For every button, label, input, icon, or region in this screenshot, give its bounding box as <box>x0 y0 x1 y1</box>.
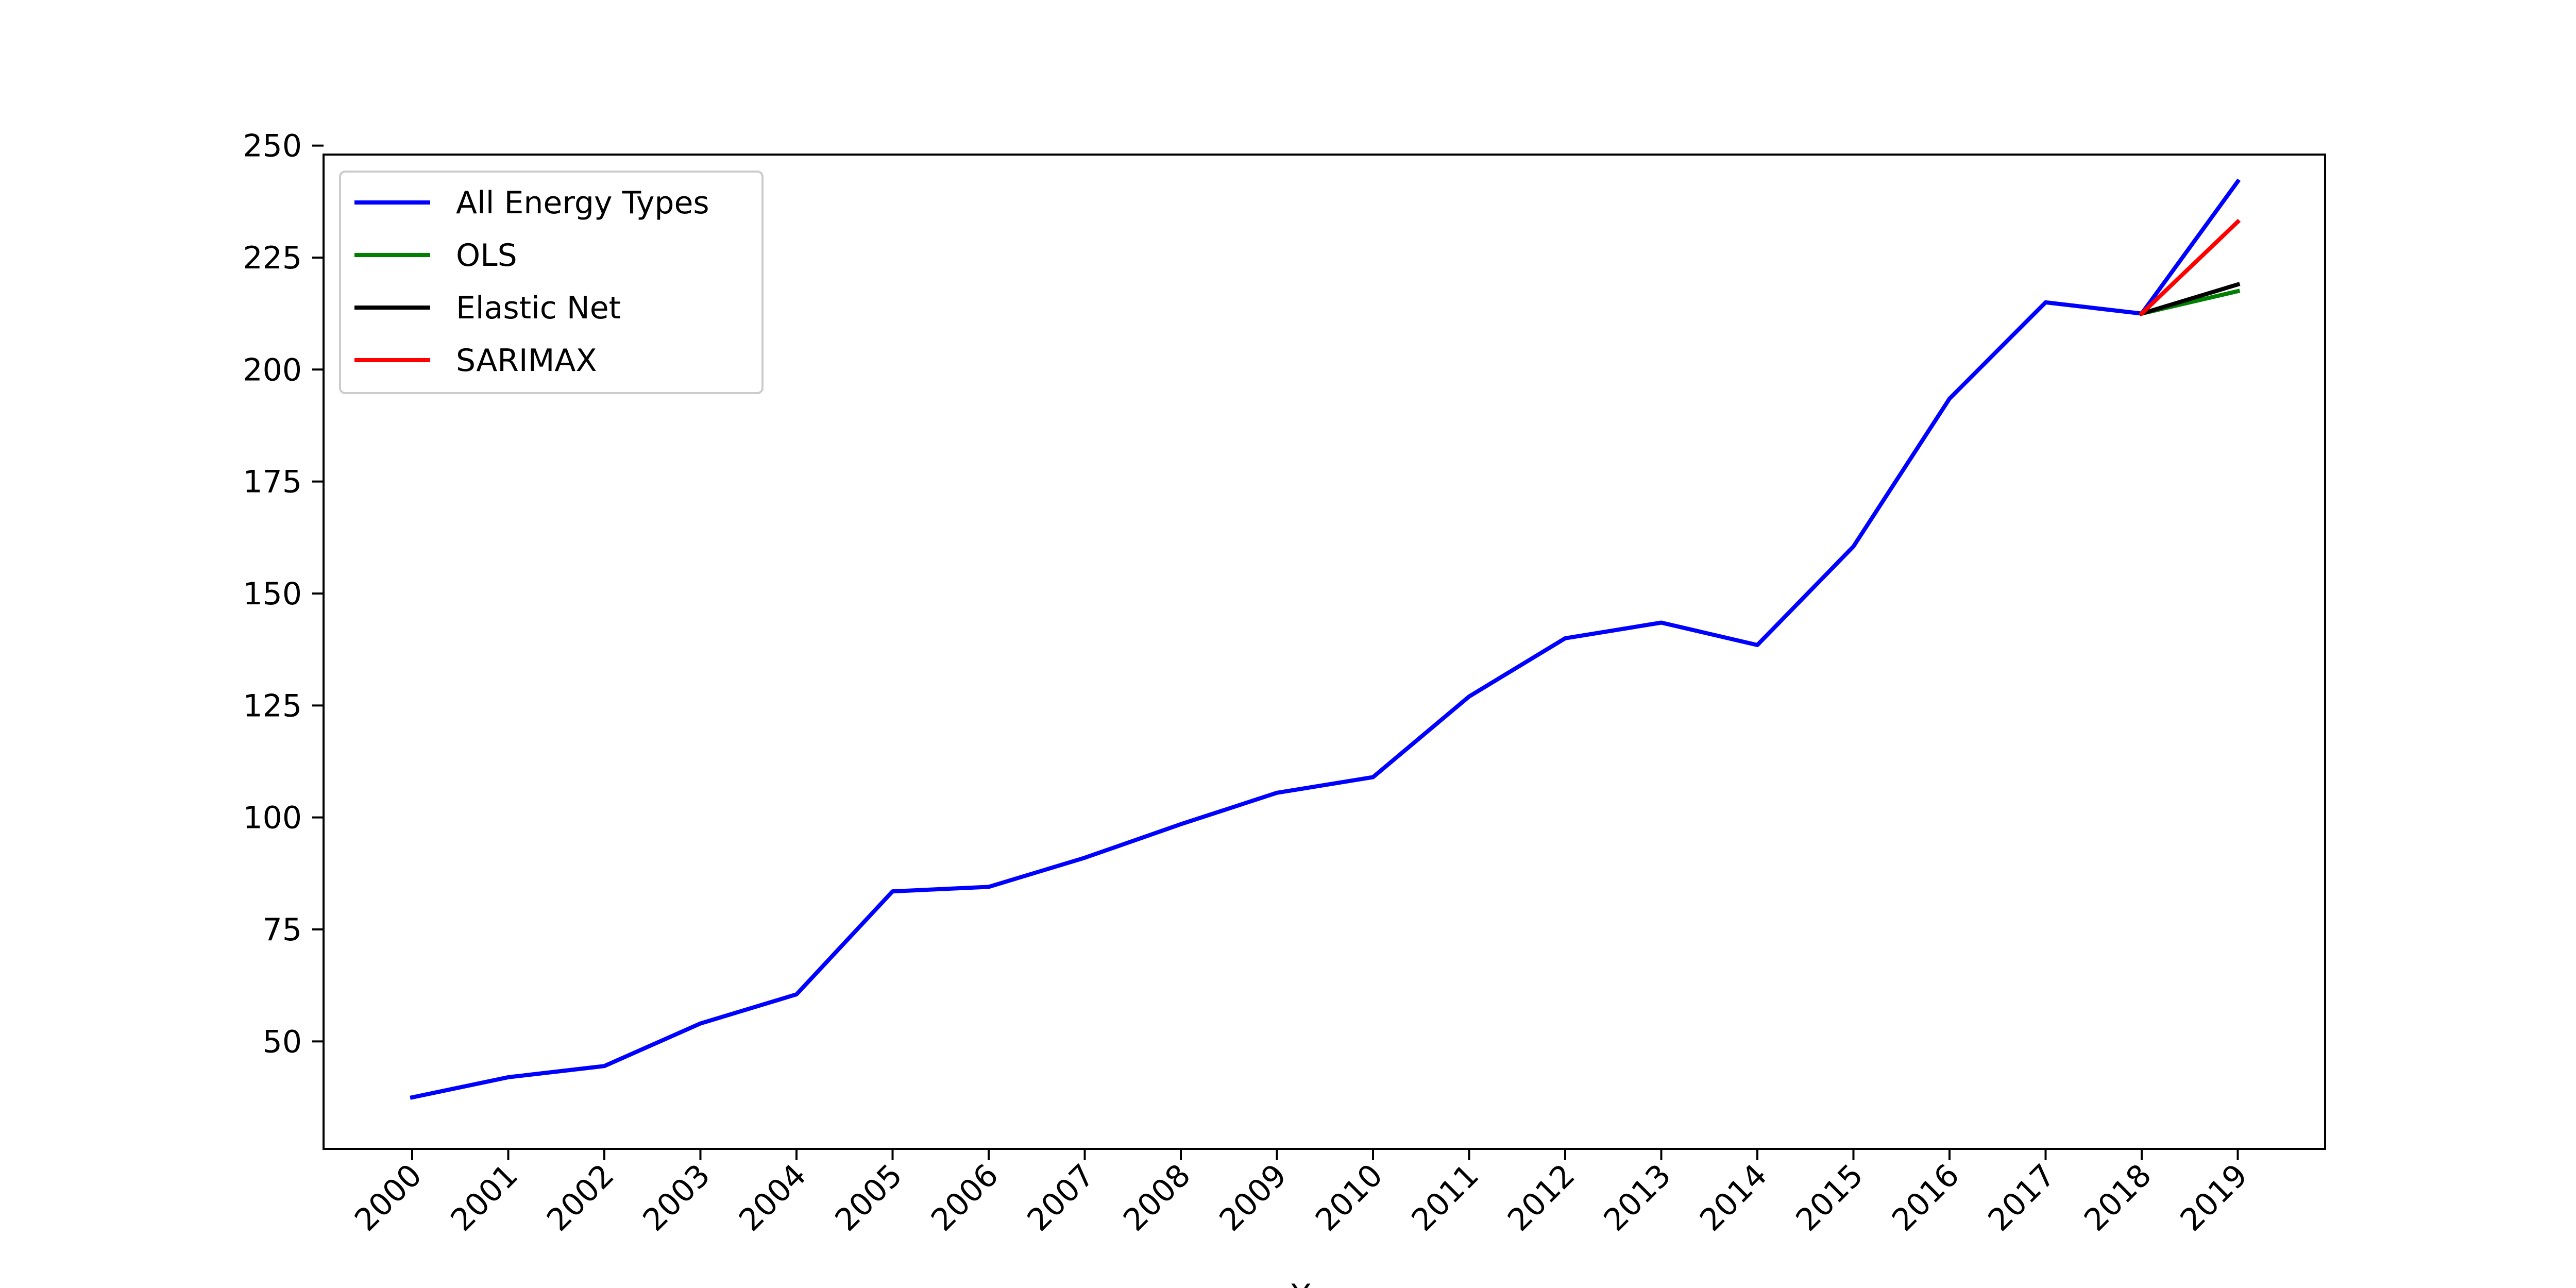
y-tick-label: 225 <box>243 240 302 276</box>
y-tick-label: 150 <box>243 576 302 612</box>
x-tick-label: 2003 <box>636 1157 717 1238</box>
x-tick-label: 2017 <box>1981 1157 2062 1238</box>
x-tick-label: 2002 <box>540 1157 621 1238</box>
legend-label: SARIMAX <box>456 343 597 379</box>
x-tick-label: 2001 <box>444 1157 525 1238</box>
x-tick-label: 2018 <box>2077 1157 2158 1238</box>
y-tick-label: 50 <box>263 1024 302 1060</box>
x-tick-label: 2019 <box>2174 1157 2255 1238</box>
legend-label: OLS <box>456 238 517 274</box>
x-tick-label: 2006 <box>924 1157 1005 1238</box>
y-tick-label: 100 <box>243 800 302 836</box>
x-tick-label: 2005 <box>828 1157 909 1238</box>
legend-box <box>339 171 764 394</box>
legend: All Energy Types OLS Elastic Net SARIMAX <box>339 171 764 394</box>
x-tick-label: 2012 <box>1501 1157 1582 1238</box>
x-tick-label: 2013 <box>1597 1157 1678 1238</box>
legend-label: All Energy Types <box>456 185 709 221</box>
series-line-elastic-net <box>2139 282 2241 316</box>
y-tick-label: 175 <box>243 464 302 500</box>
x-tick-label: 2009 <box>1213 1157 1294 1238</box>
series-line-sarimax <box>2139 218 2241 317</box>
y-axis: 50 75 100 125 150 175 200 225 250 <box>243 128 324 1060</box>
x-axis: 2000 2001 2002 2003 2004 2005 2006 2007 2008 2009… <box>348 1149 2255 1239</box>
series-layer <box>410 178 2241 1100</box>
x-tick-label: 2015 <box>1789 1157 1870 1238</box>
x-tick-label: 2011 <box>1405 1157 1486 1238</box>
x-tick-label: 2016 <box>1885 1157 1966 1238</box>
x-tick-label: 2014 <box>1693 1157 1774 1238</box>
y-tick-label: 75 <box>263 912 302 948</box>
x-tick-label: 2008 <box>1116 1157 1197 1238</box>
x-axis-title: Year <box>1291 1278 1357 1288</box>
x-tick-label: 2004 <box>732 1157 813 1238</box>
y-tick-label: 250 <box>243 128 302 164</box>
x-tick-label: 2007 <box>1021 1157 1101 1238</box>
series-line-all-energy-types <box>410 178 2241 1100</box>
y-tick-label: 200 <box>243 352 302 388</box>
y-tick-label: 125 <box>243 688 302 724</box>
x-tick-label: 2000 <box>348 1157 429 1238</box>
legend-label: Elastic Net <box>456 290 621 326</box>
x-tick-label: 2010 <box>1309 1157 1389 1238</box>
